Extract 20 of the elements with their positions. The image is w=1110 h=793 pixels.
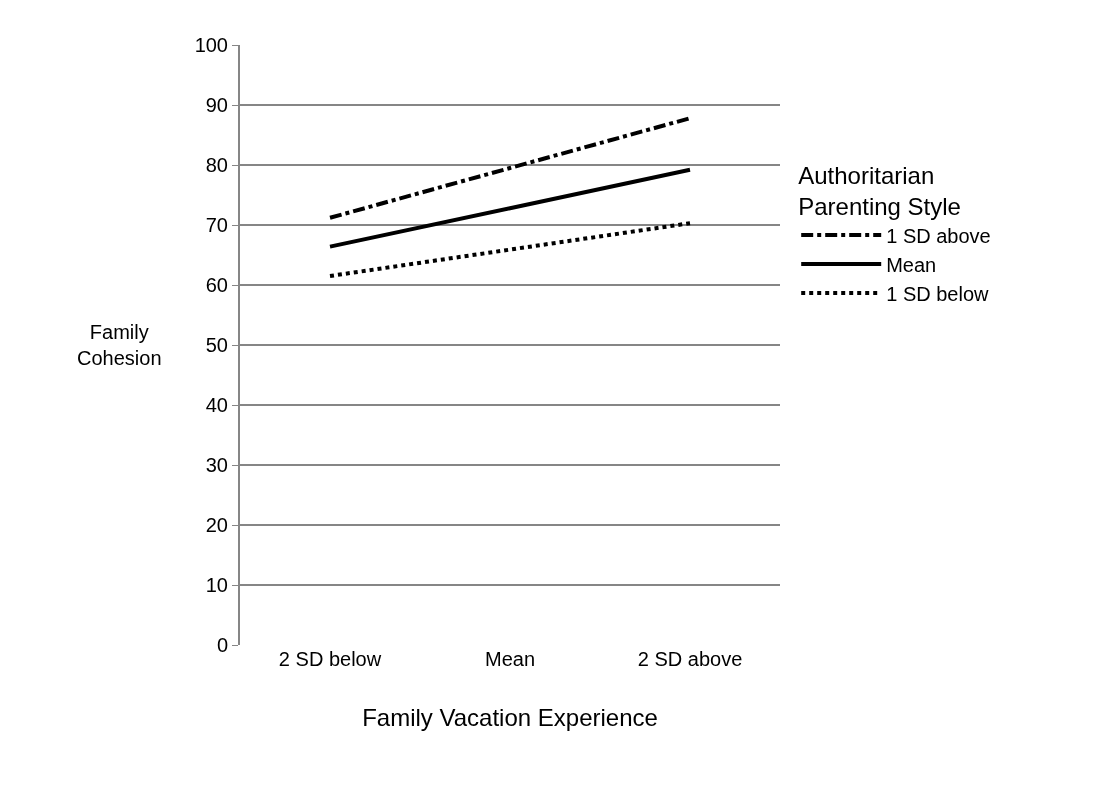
y-tick-label: 60	[205, 274, 228, 296]
x-tick-label: 2 SD below	[278, 648, 382, 670]
y-tick-label: 70	[205, 214, 228, 236]
x-axis-title: Family Vacation Experience	[362, 704, 658, 732]
x-tick-label: 2 SD above	[637, 648, 743, 670]
legend-label: 1 SD below	[886, 282, 990, 305]
y-tick-label: 90	[205, 94, 228, 116]
y-tick-label: 100	[194, 34, 228, 56]
y-tick-label: 20	[205, 514, 228, 536]
legend-label: Mean	[886, 253, 937, 276]
legend-title: Authoritarian Parenting Style	[798, 162, 961, 221]
y-tick-label: 40	[205, 394, 228, 416]
y-tick-label: 10	[205, 574, 228, 596]
x-tick-label: Mean	[484, 648, 536, 670]
legend-label: 1 SD above	[886, 224, 991, 247]
y-tick-label: 80	[205, 154, 228, 176]
y-tick-label: 30	[205, 454, 228, 476]
y-axis-title: Family Cohesion	[77, 321, 162, 369]
y-tick-label: 50	[205, 334, 228, 356]
y-tick-label: 0	[216, 634, 228, 656]
